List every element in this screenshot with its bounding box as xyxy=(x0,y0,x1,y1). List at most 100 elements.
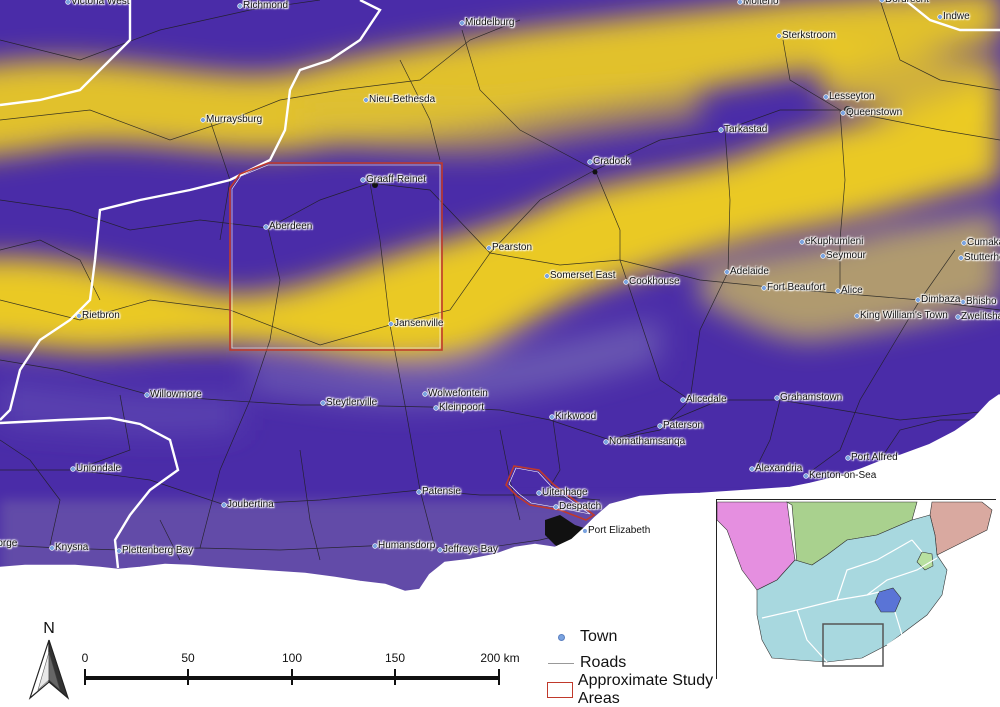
town-point[interactable] xyxy=(549,414,555,420)
town-point[interactable] xyxy=(553,504,559,510)
roads-layer xyxy=(0,0,1000,561)
legend-study-label: Approximate Study Areas xyxy=(577,672,714,707)
town-point[interactable] xyxy=(961,240,967,246)
town-point[interactable] xyxy=(363,97,369,103)
town-point[interactable] xyxy=(144,392,150,398)
town-label: Dordrecht xyxy=(883,0,931,6)
town-label: Zwelitsha xyxy=(961,311,1000,322)
town-label: Richmond xyxy=(243,0,289,11)
town-point[interactable] xyxy=(221,502,227,508)
scale-tick-mark xyxy=(291,669,293,685)
town-point[interactable] xyxy=(845,455,851,461)
town-label: Port Alfred xyxy=(851,452,898,463)
town-point[interactable] xyxy=(536,490,542,496)
town-point[interactable] xyxy=(737,0,743,5)
town-point[interactable] xyxy=(263,224,269,230)
town-symbol-icon xyxy=(546,627,576,647)
town-point[interactable] xyxy=(958,255,964,261)
town-point[interactable] xyxy=(955,314,961,320)
legend-town: Town xyxy=(546,626,617,648)
inset-swaziland xyxy=(916,551,934,571)
town-label: Kleinpoort xyxy=(439,402,485,413)
town-point[interactable] xyxy=(433,405,439,411)
town-point[interactable] xyxy=(820,253,826,259)
study-area-uitenhage[interactable] xyxy=(505,465,596,521)
town-point[interactable] xyxy=(603,439,609,445)
town-label: Jeffreys Bay xyxy=(443,544,498,555)
town-point[interactable] xyxy=(437,547,443,553)
town-label: Adelaide xyxy=(730,266,769,277)
town-label: Uitenhage xyxy=(542,487,588,498)
town-point[interactable] xyxy=(49,545,55,551)
town-point[interactable] xyxy=(657,423,663,429)
town-point[interactable] xyxy=(854,313,860,319)
town-label: Jansenville xyxy=(394,318,444,329)
town-label: Alicedale xyxy=(686,394,727,405)
north-label: N xyxy=(43,620,55,637)
town-point[interactable] xyxy=(879,0,885,3)
town-label: Molteno xyxy=(743,0,779,7)
town-point[interactable] xyxy=(200,117,206,123)
provincial-boundaries xyxy=(0,0,1000,569)
town-point[interactable] xyxy=(65,0,71,5)
town-point[interactable] xyxy=(0,541,3,547)
town-point[interactable] xyxy=(486,245,492,251)
scale-tick-0: 0 xyxy=(81,651,89,665)
town-label: Joubertina xyxy=(227,499,274,510)
town-point[interactable] xyxy=(776,33,782,39)
town-point[interactable] xyxy=(360,177,366,183)
scale-tick-mark xyxy=(498,669,500,685)
coastline xyxy=(0,393,1000,594)
town-label: Queenstown xyxy=(846,107,903,118)
inset-map[interactable] xyxy=(716,499,997,680)
town-point[interactable] xyxy=(915,297,921,303)
town-label: Tarkastad xyxy=(724,124,768,135)
town-point[interactable] xyxy=(749,466,755,472)
town-point[interactable] xyxy=(459,20,465,26)
town-label: Nieu-Bethesda xyxy=(369,94,436,105)
town-point[interactable] xyxy=(960,299,966,305)
town-point[interactable] xyxy=(803,473,809,479)
town-label: Murraysburg xyxy=(206,114,263,125)
town-label: Alexandria xyxy=(755,463,803,474)
town-point[interactable] xyxy=(70,466,76,472)
town-label: eKuphumleni xyxy=(805,236,864,247)
scale-tick-50: 50 xyxy=(181,651,195,665)
town-point[interactable] xyxy=(116,548,122,554)
scale-bar: 0 50 100 150 200 km xyxy=(70,645,540,695)
inset-province-lines xyxy=(761,539,938,663)
town-label: Plettenberg Bay xyxy=(122,545,194,556)
town-point[interactable] xyxy=(416,489,422,495)
study-area-symbol-icon xyxy=(546,680,574,700)
town-point[interactable] xyxy=(774,395,780,401)
town-point[interactable] xyxy=(724,269,730,275)
town-point[interactable] xyxy=(582,528,588,534)
town-point[interactable] xyxy=(320,400,326,406)
town-point[interactable] xyxy=(835,288,841,294)
town-point[interactable] xyxy=(76,313,82,319)
town-point[interactable] xyxy=(623,279,629,285)
town-point[interactable] xyxy=(718,127,724,133)
legend-town-label: Town xyxy=(580,628,618,645)
town-point[interactable] xyxy=(544,273,550,279)
town-point[interactable] xyxy=(937,14,943,20)
town-points xyxy=(0,0,967,554)
town-point[interactable] xyxy=(372,543,378,549)
study-area-karoo[interactable] xyxy=(229,162,443,351)
town-label: Aberdeen xyxy=(269,221,313,232)
town-point[interactable] xyxy=(823,94,829,100)
town-point[interactable] xyxy=(840,110,846,116)
town-point[interactable] xyxy=(388,321,394,327)
town-label: Indwe xyxy=(943,11,970,22)
town-point[interactable] xyxy=(587,159,593,165)
town-point[interactable] xyxy=(422,391,428,397)
town-point[interactable] xyxy=(761,285,767,291)
town-label: Steytlerville xyxy=(326,397,378,408)
town-point[interactable] xyxy=(237,3,243,9)
town-label: Rietbron xyxy=(82,310,120,321)
town-point[interactable] xyxy=(799,239,805,245)
scale-tick-200: 200 km xyxy=(480,651,520,665)
legend-roads-label: Roads xyxy=(580,654,627,671)
town-point[interactable] xyxy=(680,397,686,403)
